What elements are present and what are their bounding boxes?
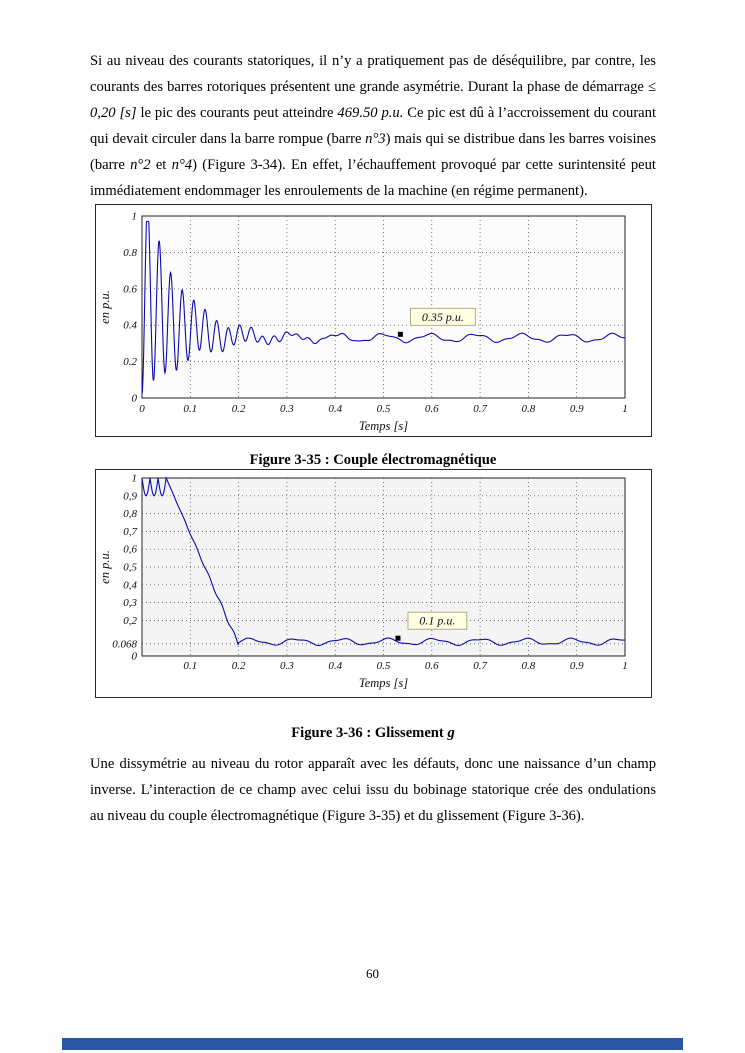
text-segment: Figure 3-36 : Glissement	[291, 725, 448, 741]
x-tick-label: 0.7	[473, 660, 487, 672]
y-tick-label: 1	[131, 211, 137, 223]
text-segment: le pic des courants peut atteindre	[136, 105, 338, 121]
x-tick-label: 0.2	[231, 403, 245, 415]
x-tick-label: 0.8	[521, 403, 535, 415]
figure-3-36-frame: 0.1 0.2 0.3 0.4 0.5 0.6 0.7 0.8 0.9 1 0 0.068 0,2 0,3…	[94, 469, 652, 698]
x-tick-label: 0	[139, 403, 145, 415]
y-tick-label: 0.6	[123, 283, 137, 295]
series-line	[140, 475, 625, 647]
text-segment: Si au niveau des courants statoriques, i…	[90, 53, 656, 95]
x-tick-label: 0.1	[183, 403, 197, 415]
annotation-text: 0.1 p.u.	[419, 614, 455, 628]
chart-svg: 0.1 0.2 0.3 0.4 0.5 0.6 0.7 0.8 0.9 1 00.068 0,2 0,3…	[98, 473, 628, 691]
text-segment: g	[447, 725, 455, 741]
text-segment: ) mais qui se distribue dans les barres …	[90, 131, 656, 173]
data-marker	[394, 635, 400, 641]
text-segment: 0,20 [s]	[90, 105, 137, 121]
x-tick-label: 0.3	[280, 403, 294, 415]
y-tick-label: 0	[131, 393, 137, 405]
x-axis-label: Temps [s]	[358, 676, 407, 690]
text-segment: Ce pic est dû à l’accroissement du coura…	[90, 105, 657, 147]
x-tick-label: 0.5	[376, 660, 390, 672]
y-tick-label: 0,2	[123, 615, 137, 627]
text-segment: ) (Figure 3-34). En effet, l’échauffemen…	[90, 157, 656, 199]
x-tick-label: 0.1	[183, 660, 197, 672]
x-tick-label: 1	[622, 403, 628, 415]
figure-3-36-caption: Figure 3-36 : Glissement g	[90, 725, 656, 742]
x-tick-label: 0.7	[473, 403, 487, 415]
x-axis-label: Temps [s]	[358, 419, 407, 433]
series-line	[140, 220, 625, 395]
x-tick-label: 0.4	[328, 403, 342, 415]
plot-area	[141, 215, 625, 399]
text-segment: n°3	[365, 131, 386, 147]
y-tick-label: 0.8	[123, 247, 137, 259]
slip-chart: 0.1 0.2 0.3 0.4 0.5 0.6 0.7 0.8 0.9 1 0 0.068 0,2 0,3…	[96, 470, 651, 697]
outro-paragraph: Une dissymétrie au niveau du rotor appar…	[90, 756, 656, 824]
x-tick-label: 0.6	[424, 403, 438, 415]
y-axis-label: en p.u.	[98, 550, 112, 584]
figure-3-35-caption: Figure 3-35 : Couple électromagnétique	[249, 452, 497, 468]
x-tick-label: 0.2	[231, 660, 245, 672]
y-tick-label: 0	[131, 651, 137, 663]
page-number: 60	[366, 966, 379, 981]
intro-paragraph: Si au niveau des courants statoriques, i…	[90, 48, 656, 204]
torque-chart: 0 0.1 0.2 0.3 0.4 0.5 0.6 0.7 0.8 0.9 1 0 0.2 0.4 0.6 0…	[96, 205, 651, 436]
footer-bar	[62, 1038, 683, 1050]
y-tick-label: 0,6	[123, 544, 137, 556]
annotation-box	[407, 611, 467, 630]
y-axis-label: en p.u.	[98, 290, 112, 324]
x-tick-label: 0.3	[280, 660, 294, 672]
x-tick-label: 0.9	[569, 403, 583, 415]
y-tick-label: 0,8	[123, 508, 137, 520]
x-tick-label: 0.9	[569, 660, 583, 672]
x-tick-label: 0.8	[521, 660, 535, 672]
x-tick-label: 1	[622, 660, 628, 672]
y-tick-label: 0,3	[123, 597, 137, 609]
text-segment: n°2	[130, 157, 151, 173]
annotation-box	[409, 307, 476, 326]
figure-3-35-frame: 0 0.1 0.2 0.3 0.4 0.5 0.6 0.7 0.8 0.9 1 0 0.2 0.4 0.6 0…	[94, 204, 652, 437]
x-tick-label: 0.6	[424, 660, 438, 672]
y-tick-label: 0,7	[123, 526, 137, 538]
y-tick-label: 0,9	[123, 490, 137, 502]
y-tick-label: 0.4	[123, 320, 137, 332]
annotation-text: 0.35 p.u.	[421, 310, 463, 324]
chart-svg: 0 0.1 0.2 0.3 0.4 0.5 0.6 0.7 0.8 0.9 1 0 0.2 0.4 0.6 0…	[98, 211, 628, 434]
text-segment: 469.50 p.u.	[337, 105, 404, 121]
x-tick-label: 0.4	[328, 660, 342, 672]
y-tick-label: 0,4	[123, 579, 137, 591]
data-marker	[397, 331, 403, 337]
y-tick-label: 0.068	[112, 638, 137, 650]
text-segment: et	[150, 157, 172, 173]
text-segment: n°4	[171, 157, 193, 173]
y-tick-label: 1	[131, 473, 137, 485]
y-tick-label: 0,5	[123, 562, 137, 574]
y-tick-label: 0.2	[123, 356, 137, 368]
x-tick-label: 0.5	[376, 403, 390, 415]
